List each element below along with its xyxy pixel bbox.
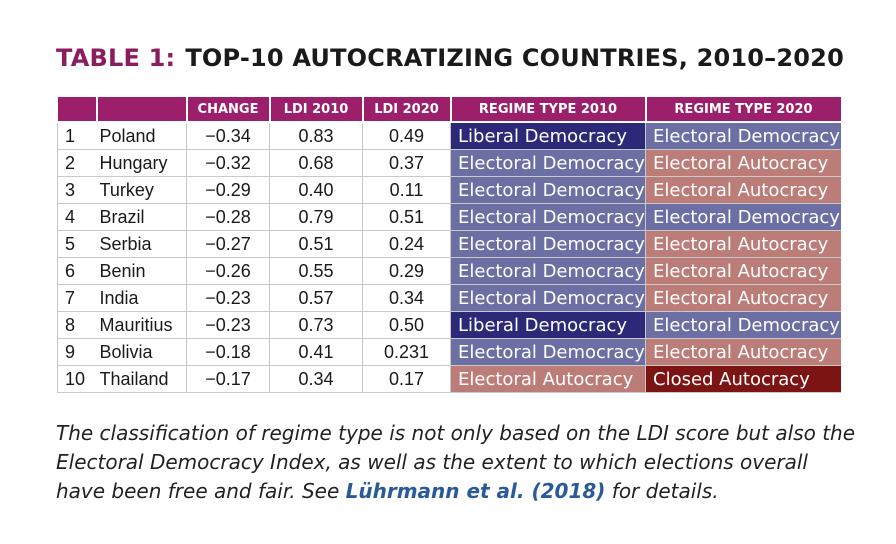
table-row: 1 Poland −0.34 0.83 0.49 Liberal Democra… — [57, 122, 841, 150]
regime-2010-cell: Electoral Democracy — [450, 257, 646, 285]
change-cell: −0.32 — [186, 149, 270, 177]
table-row: 8 Mauritius −0.23 0.73 0.50 Liberal Demo… — [57, 311, 841, 339]
ldi-2020-cell: 0.24 — [362, 230, 451, 258]
country-cell: Bolivia — [96, 338, 187, 366]
ldi-2010-cell: 0.55 — [269, 257, 363, 285]
table-title-text: TOP-10 AUTOCRATIZING COUNTRIES, 2010–202… — [185, 44, 844, 72]
rank-cell: 3 — [57, 176, 97, 204]
change-cell: −0.34 — [186, 122, 270, 150]
autocratizing-countries-table: CHANGE LDI 2010 LDI 2020 REGIME TYPE 201… — [57, 97, 841, 393]
ldi-2020-cell: 0.51 — [362, 203, 451, 231]
table-body: 1 Poland −0.34 0.83 0.49 Liberal Democra… — [57, 122, 841, 393]
table-row: 6 Benin −0.26 0.55 0.29 Electoral Democr… — [57, 257, 841, 285]
ldi-2020-cell: 0.11 — [362, 176, 451, 204]
ldi-2010-cell: 0.41 — [269, 338, 363, 366]
change-cell: −0.17 — [186, 365, 270, 393]
ldi-2020-cell: 0.37 — [362, 149, 451, 177]
regime-2020-cell: Closed Autocracy — [645, 365, 841, 393]
regime-2010-cell: Electoral Democracy — [450, 149, 646, 177]
rank-cell: 1 — [57, 122, 97, 150]
ldi-2020-cell: 0.17 — [362, 365, 451, 393]
ldi-2020-cell: 0.34 — [362, 284, 451, 312]
change-cell: −0.29 — [186, 176, 270, 204]
header-ldi-2010: LDI 2010 — [268, 97, 363, 123]
header-change: CHANGE — [185, 97, 270, 123]
change-cell: −0.23 — [186, 284, 270, 312]
country-cell: Poland — [96, 122, 187, 150]
ldi-2020-cell: 0.29 — [362, 257, 451, 285]
ldi-2010-cell: 0.51 — [269, 230, 363, 258]
regime-2010-cell: Electoral Autocracy — [450, 365, 646, 393]
regime-2010-cell: Liberal Democracy — [450, 311, 646, 339]
table-row: 7 India −0.23 0.57 0.34 Electoral Democr… — [57, 284, 841, 312]
ldi-2010-cell: 0.34 — [269, 365, 363, 393]
table-title: TABLE 1: TOP-10 AUTOCRATIZING COUNTRIES, … — [56, 44, 844, 72]
caption-text-end: for details. — [605, 479, 719, 503]
ldi-2010-cell: 0.73 — [269, 311, 363, 339]
header-rank — [57, 97, 97, 123]
table-row: 2 Hungary −0.32 0.68 0.37 Electoral Demo… — [57, 149, 841, 177]
ldi-2010-cell: 0.68 — [269, 149, 363, 177]
caption-text: The classification of regime type is not… — [56, 421, 856, 503]
rank-cell: 5 — [57, 230, 97, 258]
regime-2010-cell: Electoral Democracy — [450, 230, 646, 258]
ldi-2010-cell: 0.83 — [269, 122, 363, 150]
ldi-2020-cell: 0.50 — [362, 311, 451, 339]
country-cell: Brazil — [96, 203, 187, 231]
regime-2020-cell: Electoral Autocracy — [645, 284, 841, 312]
regime-2020-cell: Electoral Autocracy — [645, 257, 841, 285]
regime-2020-cell: Electoral Autocracy — [645, 176, 841, 204]
change-cell: −0.26 — [186, 257, 270, 285]
regime-2010-cell: Liberal Democracy — [450, 122, 646, 150]
table-row: 4 Brazil −0.28 0.79 0.51 Electoral Democ… — [57, 203, 841, 231]
citation-link[interactable]: Lührmann et al. (2018) — [345, 479, 606, 503]
change-cell: −0.28 — [186, 203, 270, 231]
regime-2020-cell: Electoral Autocracy — [645, 230, 841, 258]
table-header-row: CHANGE LDI 2010 LDI 2020 REGIME TYPE 201… — [57, 97, 841, 123]
header-regime-type-2010: REGIME TYPE 2010 — [449, 97, 646, 123]
table-row: 3 Turkey −0.29 0.40 0.11 Electoral Democ… — [57, 176, 841, 204]
regime-2020-cell: Electoral Democracy — [645, 203, 841, 231]
table-caption: The classification of regime type is not… — [56, 419, 856, 506]
ldi-2020-cell: 0.231 — [362, 338, 451, 366]
country-cell: India — [96, 284, 187, 312]
country-cell: Mauritius — [96, 311, 187, 339]
ldi-2010-cell: 0.40 — [269, 176, 363, 204]
country-cell: Turkey — [96, 176, 187, 204]
country-cell: Hungary — [96, 149, 187, 177]
table-row: 5 Serbia −0.27 0.51 0.24 Electoral Democ… — [57, 230, 841, 258]
table-row: 9 Bolivia −0.18 0.41 0.231 Electoral Dem… — [57, 338, 841, 366]
header-regime-type-2020: REGIME TYPE 2020 — [644, 97, 841, 123]
ldi-2010-cell: 0.57 — [269, 284, 363, 312]
change-cell: −0.27 — [186, 230, 270, 258]
country-cell: Serbia — [96, 230, 187, 258]
rank-cell: 7 — [57, 284, 97, 312]
regime-2010-cell: Electoral Democracy — [450, 284, 646, 312]
change-cell: −0.18 — [186, 338, 270, 366]
header-ldi-2020: LDI 2020 — [361, 97, 451, 123]
regime-2010-cell: Electoral Democracy — [450, 176, 646, 204]
country-cell: Benin — [96, 257, 187, 285]
rank-cell: 9 — [57, 338, 97, 366]
regime-2010-cell: Electoral Democracy — [450, 203, 646, 231]
rank-cell: 2 — [57, 149, 97, 177]
ldi-2020-cell: 0.49 — [362, 122, 451, 150]
regime-2020-cell: Electoral Autocracy — [645, 149, 841, 177]
rank-cell: 8 — [57, 311, 97, 339]
change-cell: −0.23 — [186, 311, 270, 339]
table-row: 10 Thailand −0.17 0.34 0.17 Electoral Au… — [57, 365, 841, 393]
rank-cell: 4 — [57, 203, 97, 231]
rank-cell: 6 — [57, 257, 97, 285]
rank-cell: 10 — [57, 365, 97, 393]
table-title-label: TABLE 1: — [56, 44, 176, 72]
regime-2020-cell: Electoral Democracy — [645, 122, 841, 150]
header-country — [95, 97, 187, 123]
ldi-2010-cell: 0.79 — [269, 203, 363, 231]
regime-2010-cell: Electoral Democracy — [450, 338, 646, 366]
regime-2020-cell: Electoral Autocracy — [645, 338, 841, 366]
country-cell: Thailand — [96, 365, 187, 393]
regime-2020-cell: Electoral Democracy — [645, 311, 841, 339]
